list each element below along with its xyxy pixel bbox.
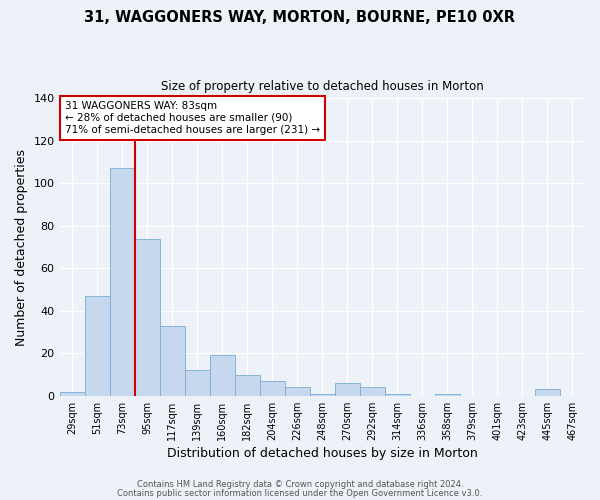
Bar <box>110 168 134 396</box>
Y-axis label: Number of detached properties: Number of detached properties <box>15 148 28 346</box>
Title: Size of property relative to detached houses in Morton: Size of property relative to detached ho… <box>161 80 484 93</box>
X-axis label: Distribution of detached houses by size in Morton: Distribution of detached houses by size … <box>167 447 478 460</box>
Bar <box>235 374 260 396</box>
Bar <box>535 390 560 396</box>
Bar <box>85 296 110 396</box>
Text: Contains HM Land Registry data © Crown copyright and database right 2024.: Contains HM Land Registry data © Crown c… <box>137 480 463 489</box>
Bar <box>385 394 410 396</box>
Bar <box>285 388 310 396</box>
Bar <box>360 388 385 396</box>
Bar <box>435 394 460 396</box>
Bar <box>260 381 285 396</box>
Bar <box>59 392 85 396</box>
Text: 31, WAGGONERS WAY, MORTON, BOURNE, PE10 0XR: 31, WAGGONERS WAY, MORTON, BOURNE, PE10 … <box>85 10 515 25</box>
Bar <box>160 326 185 396</box>
Bar <box>310 394 335 396</box>
Text: 31 WAGGONERS WAY: 83sqm
← 28% of detached houses are smaller (90)
71% of semi-de: 31 WAGGONERS WAY: 83sqm ← 28% of detache… <box>65 102 320 134</box>
Bar <box>185 370 209 396</box>
Bar <box>134 238 160 396</box>
Bar <box>209 356 235 396</box>
Text: Contains public sector information licensed under the Open Government Licence v3: Contains public sector information licen… <box>118 489 482 498</box>
Bar <box>335 383 360 396</box>
